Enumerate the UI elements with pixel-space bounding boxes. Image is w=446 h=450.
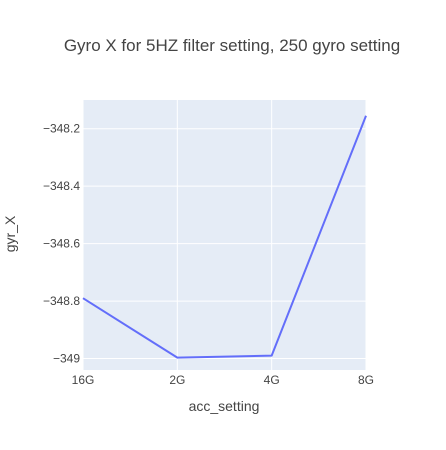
y-tick-label: −348.2 [43, 122, 80, 136]
series-line [82, 115, 367, 359]
y-tick-label: −348.6 [43, 237, 80, 251]
x-tick-label: 16G [72, 373, 95, 387]
x-tick-label: 8G [358, 373, 374, 387]
chart-title: Gyro X for 5HZ filter setting, 250 gyro … [64, 36, 400, 55]
x-tick-label: 4G [264, 373, 280, 387]
x-axis-title: acc_setting [189, 398, 260, 414]
x-tick-label: 2G [169, 373, 185, 387]
y-axis-title: gyr_X [2, 215, 18, 252]
plot-area [83, 100, 366, 370]
y-tick-label: −348.4 [43, 179, 80, 193]
y-tick-label: −349 [53, 352, 80, 366]
y-tick-label: −348.8 [43, 294, 80, 308]
